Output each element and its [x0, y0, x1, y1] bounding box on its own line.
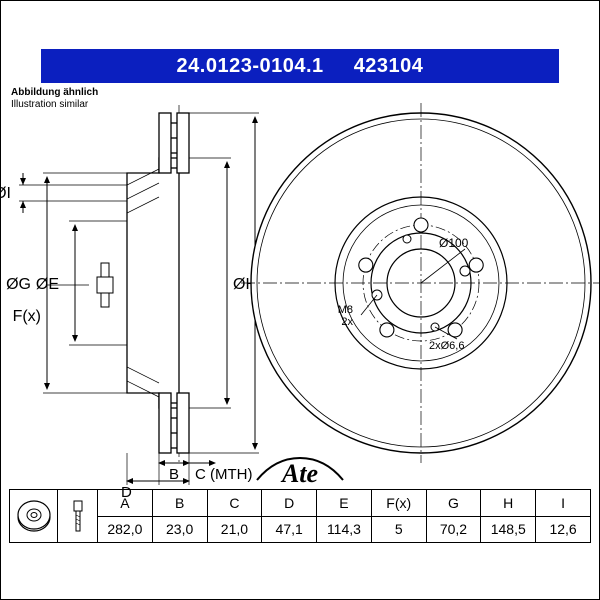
- val-I: 12,6: [536, 516, 591, 543]
- rotor-icon-cell: [10, 490, 58, 543]
- label-center-dia: Ø100: [439, 236, 469, 250]
- label-diaI: ØI: [1, 185, 11, 202]
- spec-table: A B C D E F(x) G H I 282,0 23,0 21,0 47,…: [9, 489, 591, 543]
- technical-drawing: ØA ØH ØE ØG ØI: [1, 83, 600, 503]
- container: 24.0123-0104.1 423104 Abbildung ähnlich …: [0, 0, 600, 600]
- label-Fx: F(x): [13, 308, 41, 325]
- rotor-icon: [13, 495, 55, 537]
- val-G: 70,2: [426, 516, 481, 543]
- svg-text:Ate: Ate: [280, 459, 318, 488]
- label-m8c: 2x: [341, 316, 353, 328]
- col-B: B: [152, 490, 207, 517]
- col-C: C: [207, 490, 262, 517]
- label-m8: M8: [338, 304, 353, 316]
- val-C: 21,0: [207, 516, 262, 543]
- part-number: 24.0123-0104.1: [177, 55, 324, 78]
- col-H: H: [481, 490, 536, 517]
- spec-value-row: 282,0 23,0 21,0 47,1 114,3 5 70,2 148,5 …: [10, 516, 591, 543]
- col-E: E: [317, 490, 372, 517]
- col-I: I: [536, 490, 591, 517]
- header-bar: 24.0123-0104.1 423104: [41, 49, 559, 83]
- val-D: 47,1: [262, 516, 317, 543]
- col-G: G: [426, 490, 481, 517]
- col-F: F(x): [371, 490, 426, 517]
- spec-header-row: A B C D E F(x) G H I: [10, 490, 591, 517]
- side-profile: ØA ØH ØE ØG ØI: [1, 105, 288, 501]
- val-A: 282,0: [98, 516, 153, 543]
- bolt-fx: [47, 263, 113, 307]
- val-B: 23,0: [152, 516, 207, 543]
- short-code: 423104: [354, 55, 424, 78]
- col-A: A: [98, 490, 153, 517]
- front-view: Ø100 M8 2x 2xØ6,6: [241, 103, 600, 463]
- bolt-icon-cell: [58, 490, 98, 543]
- col-D: D: [262, 490, 317, 517]
- val-E: 114,3: [317, 516, 372, 543]
- bolt-icon: [64, 495, 92, 537]
- label-B: B: [169, 466, 179, 483]
- val-F: 5: [371, 516, 426, 543]
- label-C: C (MTH): [195, 466, 252, 483]
- label-diaG: ØG: [6, 276, 31, 293]
- val-H: 148,5: [481, 516, 536, 543]
- label-pin: 2xØ6,6: [429, 340, 464, 352]
